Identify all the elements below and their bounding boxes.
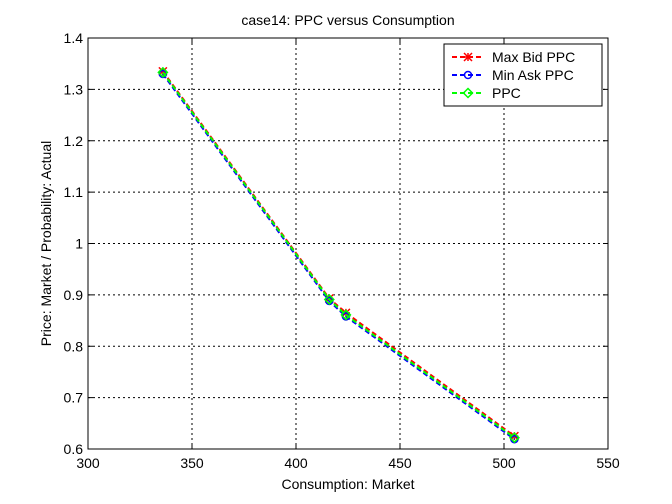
series-line xyxy=(162,71,515,439)
legend-label: Max Bid PPC xyxy=(492,49,575,65)
legend-item: Max Bid PPC xyxy=(452,49,575,65)
y-tick-label: 1.2 xyxy=(64,133,84,149)
legend-item: PPC xyxy=(452,85,521,101)
x-tick-label: 400 xyxy=(284,455,308,471)
series-1 xyxy=(158,66,519,441)
series-2 xyxy=(158,69,519,444)
y-tick-label: 0.6 xyxy=(64,441,84,457)
x-tick-label: 550 xyxy=(596,455,620,471)
data-point xyxy=(508,432,520,444)
x-tick-label: 450 xyxy=(388,455,412,471)
y-tick-label: 0.7 xyxy=(64,390,84,406)
y-tick-label: 1.4 xyxy=(64,30,84,46)
y-axis-label: Price: Market / Probability: Actual xyxy=(38,141,54,346)
y-tick-label: 1 xyxy=(75,236,83,252)
series-line xyxy=(162,73,515,441)
series-3 xyxy=(157,66,520,444)
x-tick-label: 350 xyxy=(180,455,204,471)
axis-ticks: 300 350 400 450 500 550 0.6 0.7 0.8 0.9 1 1.1 1.2 1.3… xyxy=(64,30,620,471)
y-tick-label: 1.3 xyxy=(64,81,84,97)
data-point xyxy=(340,309,352,321)
x-tick-label: 500 xyxy=(492,455,516,471)
series-layer xyxy=(157,66,520,444)
y-tick-label: 0.9 xyxy=(64,287,84,303)
legend-marker xyxy=(463,70,473,80)
data-point xyxy=(157,66,169,78)
legend-label: PPC xyxy=(492,85,521,101)
series-line xyxy=(162,70,515,437)
legend-marker xyxy=(462,87,474,99)
legend: Max Bid PPC Min Ask PPC PPC xyxy=(443,43,603,107)
chart-title: case14: PPC versus Consumption xyxy=(241,12,454,28)
x-axis-label: Consumption: Market xyxy=(281,476,414,492)
legend-item: Min Ask PPC xyxy=(452,67,574,83)
data-point xyxy=(323,293,335,306)
legend-marker xyxy=(463,52,473,62)
y-tick-label: 1.1 xyxy=(64,184,84,200)
x-tick-label: 300 xyxy=(76,455,100,471)
y-tick-label: 0.8 xyxy=(64,338,84,354)
legend-label: Min Ask PPC xyxy=(492,67,574,83)
